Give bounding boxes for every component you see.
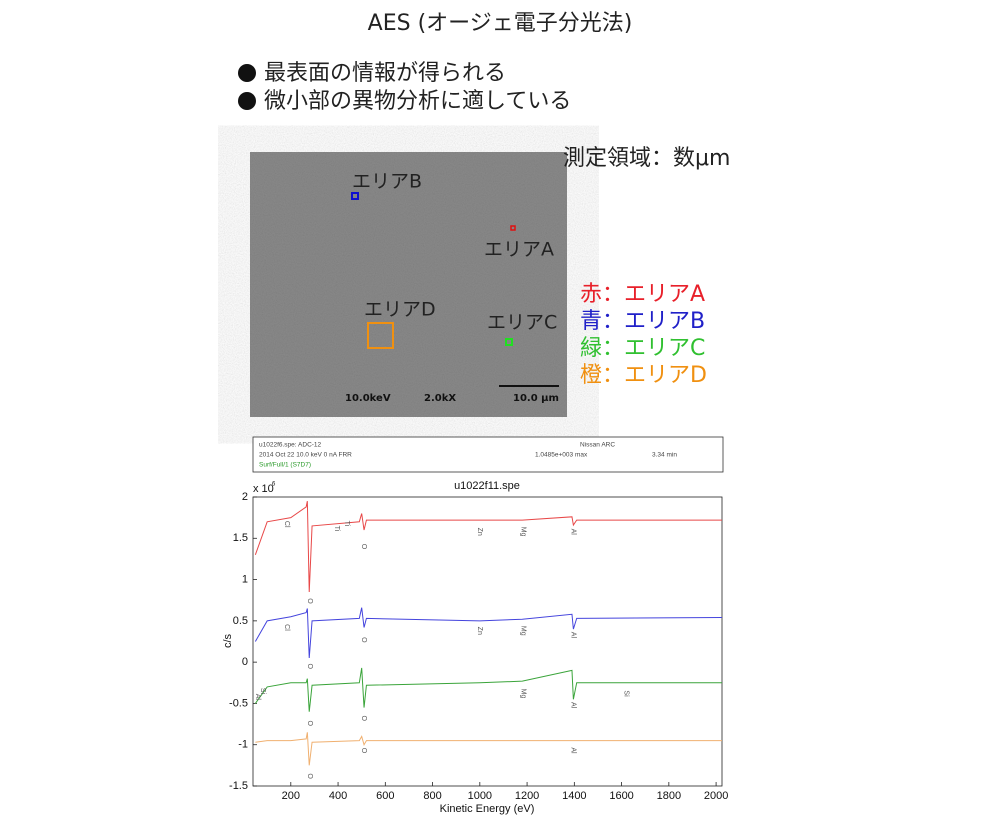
info-text: Surf/Full/1 (S7D7) <box>259 462 311 469</box>
y-tick-label: 1 <box>242 573 248 585</box>
y-axis-label: c/s <box>222 633 234 648</box>
spectrum-chart: u1022f11.spe Kinetic Energy (eV) c/s x 1… <box>222 480 728 815</box>
peak-label: Al <box>569 632 576 639</box>
y-tick-label: 0.5 <box>233 615 248 627</box>
legend-entry: 緑：エリアC <box>580 336 705 361</box>
sem-info: 10.0keV <box>345 393 391 404</box>
peak-label: Si <box>259 688 266 695</box>
info-text: 3.34 min <box>652 452 677 459</box>
peak-label: Cl <box>283 521 290 528</box>
x-tick-label: 800 <box>423 790 441 802</box>
y-tick-label: 0 <box>242 656 248 668</box>
info-box: u1022f6.spe: ADC-12 Nissan ARC 2014 Oct … <box>252 436 724 473</box>
spectrum-line <box>254 667 722 712</box>
peak-label: O <box>360 637 367 643</box>
x-tick-label: 200 <box>282 790 300 802</box>
x-axis-label: Kinetic Energy (eV) <box>440 803 535 815</box>
area-marker <box>367 322 394 349</box>
y-tick-label: -0.5 <box>229 697 248 709</box>
peak-label: Si <box>622 690 629 697</box>
peak-label: O <box>360 748 367 754</box>
y-tick-label: -1.5 <box>229 780 248 792</box>
x-tick-label: 2000 <box>704 790 728 802</box>
peak-label: O <box>360 716 367 722</box>
bullet: 最表面の情報が得られる <box>264 61 506 86</box>
peak-label: Mg <box>520 626 527 636</box>
peak-label: O <box>306 721 313 727</box>
area-label: エリアD <box>364 299 436 321</box>
x-tick-label: 1800 <box>657 790 681 802</box>
y-tick-label: 2 <box>242 491 248 503</box>
peak-label: Ti <box>333 526 340 532</box>
bullet: 微小部の異物分析に適している <box>264 89 571 114</box>
info-text: Nissan ARC <box>580 442 615 449</box>
peak-label: O <box>306 598 313 604</box>
area-marker <box>505 338 513 346</box>
x-tick-label: 400 <box>329 790 347 802</box>
info-text: 1.0485e+003 max <box>535 452 588 459</box>
info-text: u1022f6.spe: ADC-12 <box>259 442 322 449</box>
chart-title: u1022f11.spe <box>454 480 520 492</box>
peak-label: Mg <box>520 689 527 699</box>
spectrum-line <box>254 501 722 592</box>
x-tick-label: 1600 <box>609 790 633 802</box>
slide-title: AES (オージェ電子分光法) <box>368 11 633 36</box>
x-tick-label: 1400 <box>562 790 586 802</box>
info-frame <box>252 436 724 473</box>
peak-label: Zn <box>476 528 483 536</box>
legend-entry: 青：エリアB <box>580 309 705 334</box>
measure-note: 測定領域：数μm <box>563 146 730 171</box>
y-tick-label: 1.5 <box>233 532 248 544</box>
spectrum-line <box>255 732 722 766</box>
peak-label: O <box>306 773 313 779</box>
peak-label: O <box>306 664 313 670</box>
area-marker <box>510 225 516 231</box>
bullet-dot <box>238 64 256 82</box>
y-tick-label: -1 <box>238 739 248 751</box>
spectrum-line <box>254 607 723 659</box>
x-tick-label: 1000 <box>468 790 492 802</box>
area-marker <box>351 192 359 200</box>
bullet-dot <box>238 92 256 110</box>
plot-frame <box>252 496 723 787</box>
sem-info: 10.0 μm <box>513 393 559 404</box>
sem-info: 2.0kX <box>424 393 456 404</box>
legend-entry: 赤：エリアA <box>580 282 705 307</box>
peak-label: Al <box>254 694 261 701</box>
peak-label: Al <box>569 529 576 536</box>
peak-label: Cl <box>283 624 290 631</box>
peak-label: Al <box>569 747 576 754</box>
sem-background <box>250 152 567 417</box>
peak-label: O <box>360 544 367 550</box>
peak-label: Mg <box>520 527 527 537</box>
x-tick-label: 1200 <box>515 790 539 802</box>
y-multiplier-exponent: 6 <box>272 482 276 488</box>
info-text: 2014 Oct 22 10.0 keV 0 nA FRR <box>259 452 352 459</box>
peak-label: Zn <box>476 627 483 635</box>
area-label: エリアA <box>484 239 554 261</box>
y-multiplier: x 10 <box>253 483 274 495</box>
legend-entry: 橙：エリアD <box>580 363 707 388</box>
area-label: エリアC <box>487 312 557 334</box>
x-tick-label: 600 <box>376 790 394 802</box>
sem-image: エリアB エリアA エリアD エリアC 10.0keV 2.0kX 10.0 μ… <box>250 152 567 417</box>
peak-label: Al <box>569 702 576 709</box>
peak-label: Ti <box>343 521 350 527</box>
area-label: エリアB <box>352 171 422 193</box>
